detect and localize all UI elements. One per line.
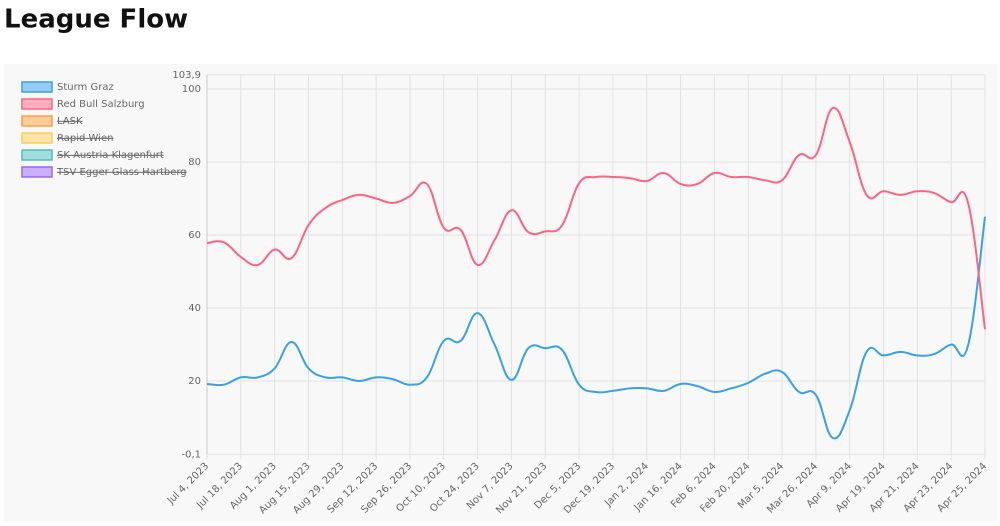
legend-swatch bbox=[21, 166, 53, 178]
y-tick-label: 40 bbox=[188, 303, 201, 314]
legend-label: LASK bbox=[57, 116, 83, 127]
legend-swatch bbox=[21, 81, 53, 93]
series-line bbox=[206, 216, 986, 440]
y-tick-label: 20 bbox=[188, 376, 201, 387]
y-tick-label: -0,1 bbox=[181, 449, 201, 460]
legend-label: Sturm Graz bbox=[57, 82, 114, 93]
y-tick-label: 100 bbox=[182, 84, 201, 95]
legend-swatch bbox=[21, 98, 53, 110]
y-tick-label: 60 bbox=[188, 230, 201, 241]
legend-label: SK Austria Klagenfurt bbox=[57, 150, 164, 161]
legend-swatch bbox=[21, 115, 53, 127]
series-line bbox=[206, 107, 986, 330]
legend-label: TSV Egger Glass Hartberg bbox=[56, 167, 187, 178]
legend-label: Rapid Wien bbox=[57, 133, 113, 144]
chart-title: League Flow bbox=[4, 5, 188, 35]
legend-swatch bbox=[21, 149, 53, 161]
legend-swatch bbox=[21, 132, 53, 144]
y-tick-label: 103,9 bbox=[172, 70, 201, 81]
y-tick-label: 80 bbox=[188, 157, 201, 168]
legend-label: Red Bull Salzburg bbox=[57, 99, 145, 110]
chart-panel bbox=[4, 64, 998, 522]
